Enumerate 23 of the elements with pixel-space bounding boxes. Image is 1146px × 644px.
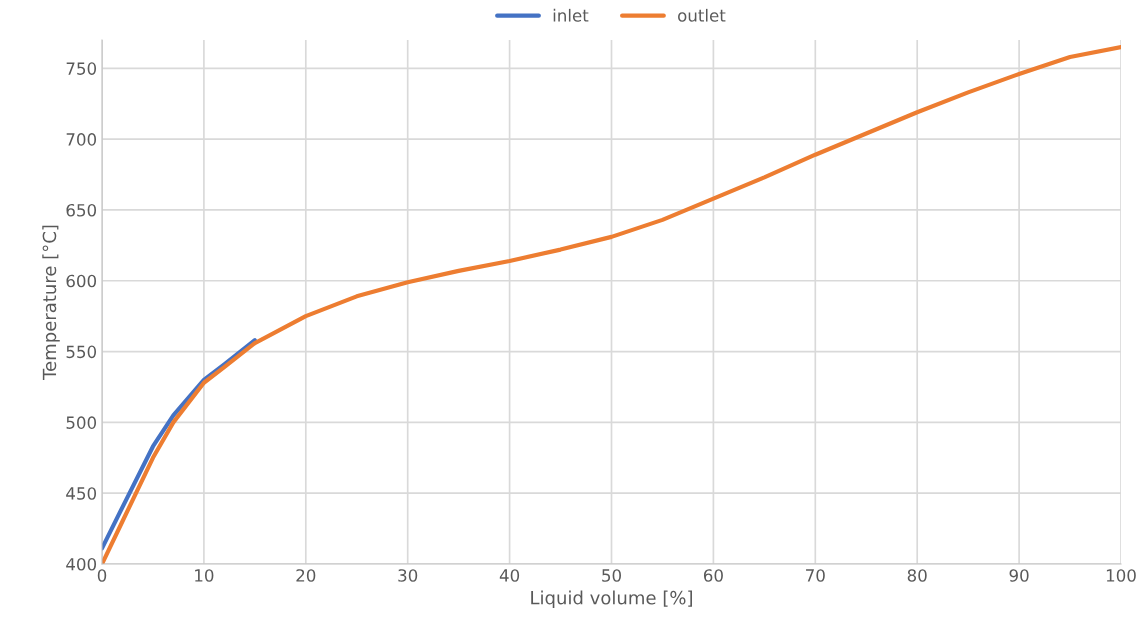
x-tick-label: 60 [703,569,723,582]
y-tick-label: 400 [66,557,97,571]
x-tick-label: 70 [806,569,825,582]
y-tick-label: 450 [66,487,97,500]
y-tick-label: 700 [66,133,97,146]
legend-label: inlet [553,8,589,22]
x-tick-label: 0 [97,569,107,582]
x-tick-label: 10 [195,569,214,582]
y-tick-label: 500 [66,416,97,429]
x-tick-label: 80 [907,569,927,582]
x-tick-label: 90 [1009,569,1029,582]
x-axis-title: Liquid volume [%] [531,590,692,609]
x-tick-label: 100 [1106,569,1136,582]
y-tick-label: 650 [66,203,97,217]
x-tick-label: 30 [398,569,418,582]
x-tick-label: 40 [499,569,520,582]
x-tick-label: 50 [602,569,621,582]
y-tick-label: 750 [66,62,97,75]
y-axis-title: Temperature [°C] [42,225,60,380]
y-tick-label: 600 [66,274,97,288]
x-tick-label: 20 [296,569,316,582]
legend-label: outlet [678,8,726,22]
y-tick-label: 550 [66,345,97,359]
